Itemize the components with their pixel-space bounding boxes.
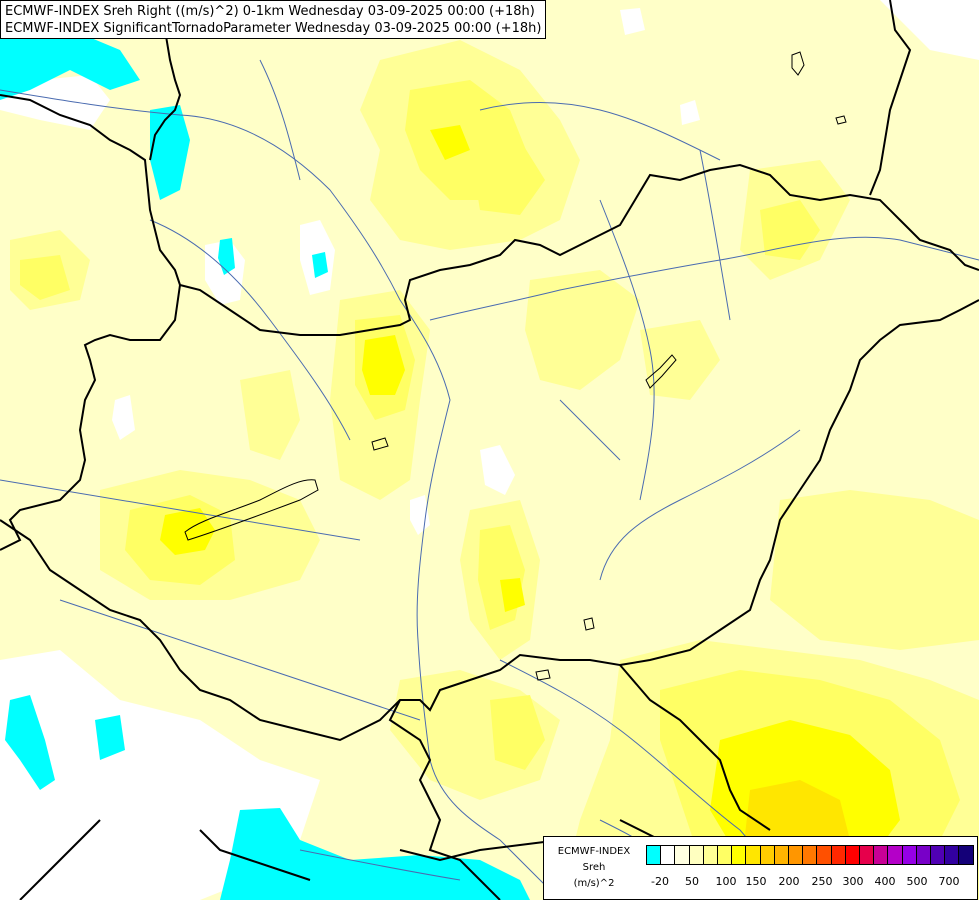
legend-swatch (816, 845, 832, 865)
legend-swatch (660, 845, 676, 865)
legend-swatch (930, 845, 946, 865)
legend-unit: (m/s)^2 (573, 878, 615, 889)
legend-swatch (731, 845, 747, 865)
legend-tick-label: 150 (745, 875, 767, 888)
title-line-1: ECMWF-INDEX Sreh Right ((m/s)^2) 0-1km W… (5, 4, 535, 19)
lakes (184, 51, 847, 681)
legend-swatch (745, 845, 761, 865)
legend-tick-label: 300 (842, 875, 864, 888)
map-title-box: ECMWF-INDEX Sreh Right ((m/s)^2) 0-1km W… (0, 0, 547, 39)
legend-swatch (717, 845, 733, 865)
legend-swatch (646, 845, 662, 865)
legend-tick-label: 100 (715, 875, 737, 888)
legend-swatch (844, 845, 860, 865)
legend-variable: Sreh (582, 862, 606, 873)
legend-swatch (802, 845, 818, 865)
rivers (0, 59, 979, 900)
legend-tick-label: 400 (874, 875, 896, 888)
legend-swatch (901, 845, 917, 865)
legend-swatch (873, 845, 889, 865)
legend-swatch (958, 845, 974, 865)
legend-swatch (674, 845, 690, 865)
title-line-2: ECMWF-INDEX SignificantTornadoParameter … (5, 21, 542, 36)
legend-swatch (944, 845, 960, 865)
legend-tick-label: 200 (778, 875, 800, 888)
legend-title: ECMWF-INDEX (557, 846, 631, 857)
legend-tick-label: 50 (685, 875, 699, 888)
legend-tick-label: 500 (906, 875, 928, 888)
cyan-areas (0, 25, 530, 900)
legend-swatch (859, 845, 875, 865)
legend-swatch (773, 845, 789, 865)
legend-swatch (759, 845, 775, 865)
legend-swatch (788, 845, 804, 865)
legend-swatch (688, 845, 704, 865)
legend-swatch (915, 845, 931, 865)
legend-swatch (887, 845, 903, 865)
legend-tick-label: -20 (651, 875, 669, 888)
legend-tick-label: 250 (811, 875, 833, 888)
legend-swatch (702, 845, 718, 865)
legend-tick-label: 700 (938, 875, 960, 888)
color-legend: ECMWF-INDEX Sreh (m/s)^2 -20 50 100 150 200 2… (543, 836, 978, 900)
legend-swatch (830, 845, 846, 865)
